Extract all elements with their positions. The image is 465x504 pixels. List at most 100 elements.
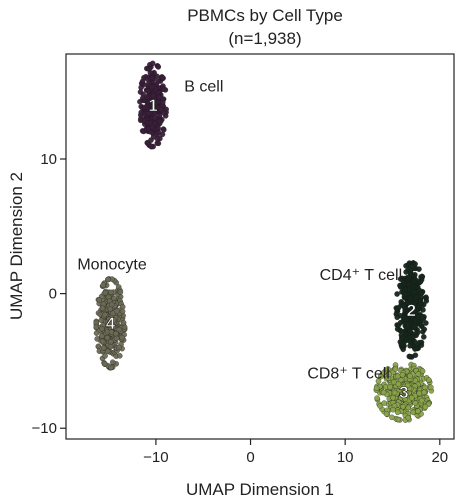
scatter-point [411, 333, 417, 339]
scatter-point [95, 343, 102, 350]
scatter-point [155, 129, 162, 136]
scatter-point [120, 319, 127, 326]
scatter-point [99, 338, 106, 345]
scatter-point [407, 354, 414, 360]
scatter-point [387, 384, 393, 390]
scatter-point [412, 400, 419, 406]
scatter-point [114, 308, 120, 314]
scatter-point [397, 284, 404, 290]
scatter-point [160, 75, 166, 81]
y-tick-label: 0 [49, 286, 57, 303]
scatter-point [100, 344, 107, 351]
scatter-point [105, 276, 111, 283]
scatter-point [421, 389, 427, 396]
scatter-point [116, 326, 123, 333]
scatter-point [411, 278, 418, 285]
scatter-point [374, 395, 380, 401]
scatter-point [411, 323, 418, 330]
scatter-point [144, 94, 150, 100]
scatter-point [104, 334, 111, 341]
scatter-point [119, 308, 126, 315]
scatter-point [410, 309, 416, 315]
cluster-number-label: 1 [148, 96, 157, 115]
scatter-point [407, 373, 413, 379]
scatter-point [148, 143, 154, 150]
scatter-point [411, 301, 418, 308]
scatter-point [415, 408, 421, 414]
scatter-point [392, 366, 399, 372]
scatter-point [139, 78, 146, 85]
scatter-point [375, 378, 382, 384]
scatter-point [413, 345, 420, 351]
scatter-point [96, 297, 103, 303]
scatter-point [155, 140, 162, 147]
cluster-number-label: 3 [399, 383, 408, 402]
scatter-point [390, 406, 396, 413]
scatter-point [415, 371, 422, 377]
scatter-point [108, 289, 114, 296]
scatter-point [403, 263, 409, 269]
scatter-point [422, 384, 428, 391]
scatter-point [102, 311, 108, 318]
chart-subtitle: (n=1,938) [228, 29, 301, 48]
ticks-layer: −10 0 10 20 −10 0 10 [32, 151, 449, 466]
scatter-point [94, 336, 100, 342]
scatter-point [99, 326, 105, 332]
scatter-point [149, 60, 156, 67]
scatter-point [403, 390, 410, 396]
scatter-point [155, 125, 161, 131]
scatter-point [155, 94, 162, 101]
scatter-point [400, 303, 407, 309]
scatter-point [113, 335, 120, 342]
scatter-point [102, 289, 109, 296]
scatter-point [418, 290, 425, 297]
y-tick-label: 10 [40, 151, 57, 168]
cluster-number-label: 4 [106, 314, 116, 333]
scatter-point [395, 381, 402, 387]
scatter-point [402, 287, 409, 293]
cluster-number-label: 2 [407, 301, 416, 320]
scatter-point [146, 66, 152, 72]
scatter-point [102, 361, 108, 367]
scatter-point [155, 64, 162, 70]
scatter-point [407, 343, 413, 349]
scatter-point [380, 369, 387, 376]
scatter-point [406, 305, 413, 312]
scatter-point [119, 304, 126, 310]
scatter-point [137, 89, 144, 95]
scatter-point [419, 314, 425, 320]
scatter-point [163, 106, 169, 113]
scatter-point [416, 339, 422, 346]
scatter-point [99, 305, 106, 312]
scatter-point [400, 403, 406, 410]
scatter-point [104, 348, 111, 354]
x-tick-label: 20 [431, 449, 448, 466]
scatter-point [390, 394, 396, 401]
scatter-point [108, 301, 115, 308]
scatter-point [100, 282, 106, 288]
scatter-point [399, 372, 406, 378]
chart-title: PBMCs by Cell Type [187, 6, 343, 25]
scatter-point [405, 324, 411, 330]
scatter-point [391, 389, 398, 396]
scatter-point [386, 371, 392, 378]
scatter-point [389, 414, 395, 421]
scatter-point [138, 109, 144, 116]
series-2 [393, 260, 430, 360]
scatter-point [93, 324, 100, 330]
scatter-point [108, 339, 114, 345]
scatter-point [423, 320, 429, 326]
scatter-point [377, 403, 383, 409]
scatter-point [412, 352, 419, 358]
scatter-point [137, 98, 143, 105]
scatter-point [154, 135, 160, 142]
scatter-point [405, 414, 411, 421]
cluster-labels-layer: 1 2 3 4 B cell CD4⁺ T cell CD8⁺ T cell Monocyte [77, 79, 416, 402]
scatter-point [150, 93, 157, 99]
scatter-point [412, 261, 418, 267]
scatter-point [419, 273, 425, 280]
scatter-point [397, 327, 403, 333]
points-layer [93, 60, 435, 423]
series-4 [93, 276, 128, 371]
